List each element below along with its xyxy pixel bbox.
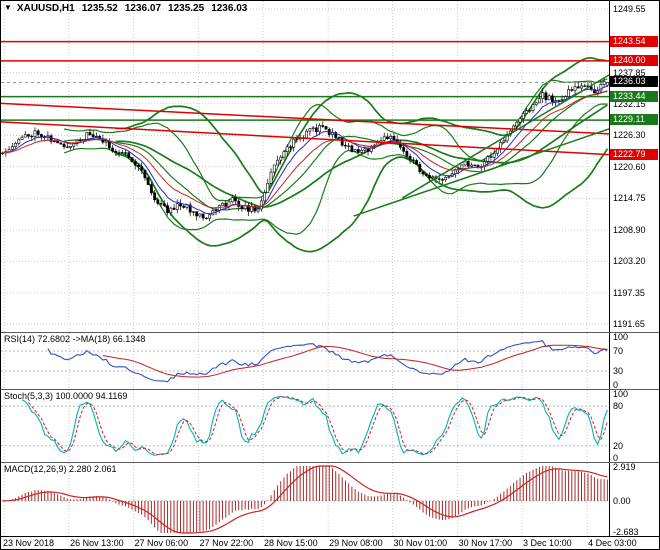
- price-level-box: 1233.44: [610, 90, 658, 102]
- indicator-scale-label: 100: [613, 390, 629, 399]
- price-axis[interactable]: 1249.55 1237.85 1232.15 1226.30 1220.60 1214.…: [609, 1, 659, 332]
- y-axis-tick: 1203.20: [613, 256, 646, 267]
- time-axis-label: 26 Nov 13:00: [70, 538, 124, 548]
- trendline: [401, 74, 609, 199]
- trendline: [353, 128, 609, 217]
- macd-label: MACD(12,26,9) 2.280 2.061: [4, 464, 117, 474]
- main-chart-panel: ▼ XAUUSD,H1 1235.52 1236.07 1235.25 1236…: [1, 1, 659, 332]
- indicator-scale-label: -2.683: [613, 527, 639, 536]
- indicator-scale-label: 100: [613, 333, 629, 342]
- macd-axis[interactable]: 2.919 0.00 -2.683: [609, 463, 659, 536]
- stoch-k-line: [21, 395, 608, 456]
- y-axis-tick: 1237.85: [613, 67, 646, 78]
- rsi-axis[interactable]: 100 70 30 0: [609, 333, 659, 389]
- macd-panel: MACD(12,26,9) 2.280 2.061 2.919 0.00 -2.68…: [1, 462, 659, 536]
- ohlc-high-value: 1236.07: [124, 3, 162, 14]
- y-axis-tick: 1208.90: [613, 225, 646, 236]
- price-level-box: 1240.00: [610, 54, 658, 66]
- indicator-scale-label: 30: [613, 366, 624, 376]
- time-axis-label: 3 Dec 10:00: [523, 538, 572, 548]
- time-axis-label: 30 Nov 01:00: [393, 538, 448, 548]
- symbol-timeframe-label: XAUUSD,H1: [16, 3, 75, 14]
- price-chart-plot[interactable]: ▼ XAUUSD,H1 1235.52 1236.07 1235.25 1236…: [1, 1, 609, 332]
- ohlc-close-value: 1236.03: [211, 3, 248, 14]
- time-axis-label: 29 Nov 08:00: [329, 538, 383, 548]
- y-axis-tick: 1214.75: [613, 193, 646, 204]
- rsi-label: RSI(14) 72.6802 ->MA(18) 66.1348: [4, 334, 146, 344]
- rsi-svg[interactable]: [1, 333, 609, 389]
- y-axis-tick: 1249.55: [613, 3, 646, 14]
- indicator-scale-label: 2.919: [613, 463, 636, 472]
- time-axis-label: 27 Nov 22:00: [199, 538, 254, 548]
- bollinger-band-line: [115, 148, 609, 253]
- ohlc-low-value: 1235.25: [168, 3, 205, 14]
- time-axis-label: 27 Nov 06:00: [134, 538, 189, 548]
- macd-svg[interactable]: [1, 463, 609, 536]
- time-axis[interactable]: 23 Nov 2018 26 Nov 13:00 27 Nov 06:00 27 No…: [1, 536, 659, 549]
- stochastic-label: Stoch(5,3,3) 100.0000 94.1169: [4, 391, 128, 401]
- indicator-scale-label: 0.00: [613, 495, 631, 506]
- bollinger-band-line: [115, 56, 608, 195]
- y-axis-tick: 1232.15: [613, 98, 646, 109]
- chart-menu-dropdown-icon[interactable]: ▼: [4, 3, 12, 12]
- rsi-plot[interactable]: RSI(14) 72.6802 ->MA(18) 66.1348: [1, 333, 609, 389]
- price-level-box: 1222.79: [610, 148, 658, 160]
- macd-signal-line: [2, 465, 608, 534]
- macd-plot[interactable]: MACD(12,26,9) 2.280 2.061: [1, 463, 609, 536]
- bollinger-band-line: [63, 103, 608, 235]
- y-axis-tick: 1191.65: [613, 319, 645, 330]
- price-chart-svg[interactable]: [1, 1, 609, 332]
- y-axis-tick: 1197.35: [613, 288, 645, 299]
- y-axis-tick: 1226.30: [613, 130, 646, 141]
- y-axis-tick: 1220.60: [613, 161, 646, 172]
- macd-histogram: [5, 466, 608, 533]
- price-level-box: 1236.03: [610, 76, 658, 88]
- time-axis-label: 28 Nov 15:00: [264, 538, 318, 548]
- time-axis-label: 4 Dec 03:00: [588, 538, 637, 548]
- time-axis-label: 30 Nov 17:00: [458, 538, 513, 548]
- indicator-scale-label: 70: [613, 346, 624, 356]
- stoch-d-line: [28, 396, 608, 456]
- stochastic-panel: Stoch(5,3,3) 100.0000 94.1169 100 80 20 0: [1, 389, 659, 462]
- stochastic-svg[interactable]: [1, 390, 609, 462]
- ohlc-open-value: 1235.52: [81, 3, 118, 14]
- indicator-scale-label: 80: [613, 401, 624, 412]
- indicator-scale-label: 20: [613, 440, 624, 451]
- time-axis-label: 23 Nov 2018: [3, 538, 55, 548]
- trendline: [1, 121, 609, 156]
- stochastic-axis[interactable]: 100 80 20 0: [609, 390, 659, 462]
- indicator-scale-label: 0: [613, 380, 619, 389]
- rsi-panel: RSI(14) 72.6802 ->MA(18) 66.1348 100 70 30…: [1, 332, 659, 389]
- moving-average-line: [2, 90, 608, 209]
- rsi-line: [47, 340, 608, 383]
- rsi-ma-line: [102, 344, 608, 378]
- indicator-scale-label: 0: [613, 453, 619, 462]
- trendline: [1, 102, 609, 135]
- price-level-box: 1229.11: [610, 114, 658, 126]
- symbol-ohlc-label: ▼ XAUUSD,H1 1235.52 1236.07 1235.25 1236…: [4, 3, 247, 14]
- stochastic-plot[interactable]: Stoch(5,3,3) 100.0000 94.1169: [1, 390, 609, 462]
- price-level-box: 1243.54: [610, 35, 658, 47]
